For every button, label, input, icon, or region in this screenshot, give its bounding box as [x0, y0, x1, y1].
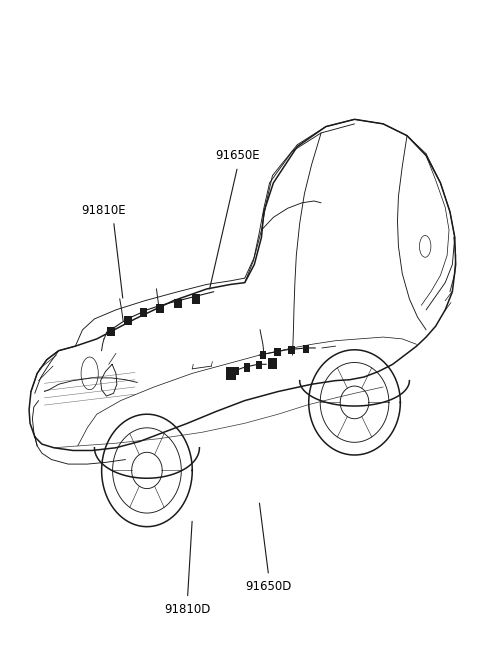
Bar — [302, 345, 309, 354]
Bar — [268, 358, 277, 369]
Bar — [108, 327, 115, 336]
Bar — [288, 346, 295, 354]
Bar — [226, 367, 236, 380]
Bar — [244, 363, 251, 371]
Bar — [156, 304, 164, 312]
Bar — [260, 351, 266, 359]
Bar — [274, 348, 281, 356]
Bar — [256, 361, 263, 369]
Bar — [140, 308, 147, 317]
Bar — [232, 367, 239, 375]
Bar — [174, 299, 182, 308]
Text: 91650D: 91650D — [245, 580, 292, 593]
Text: 91650E: 91650E — [216, 149, 260, 162]
Bar — [192, 295, 200, 304]
Bar — [124, 316, 132, 325]
Text: 91810E: 91810E — [82, 203, 126, 216]
Text: 91810D: 91810D — [164, 603, 211, 616]
